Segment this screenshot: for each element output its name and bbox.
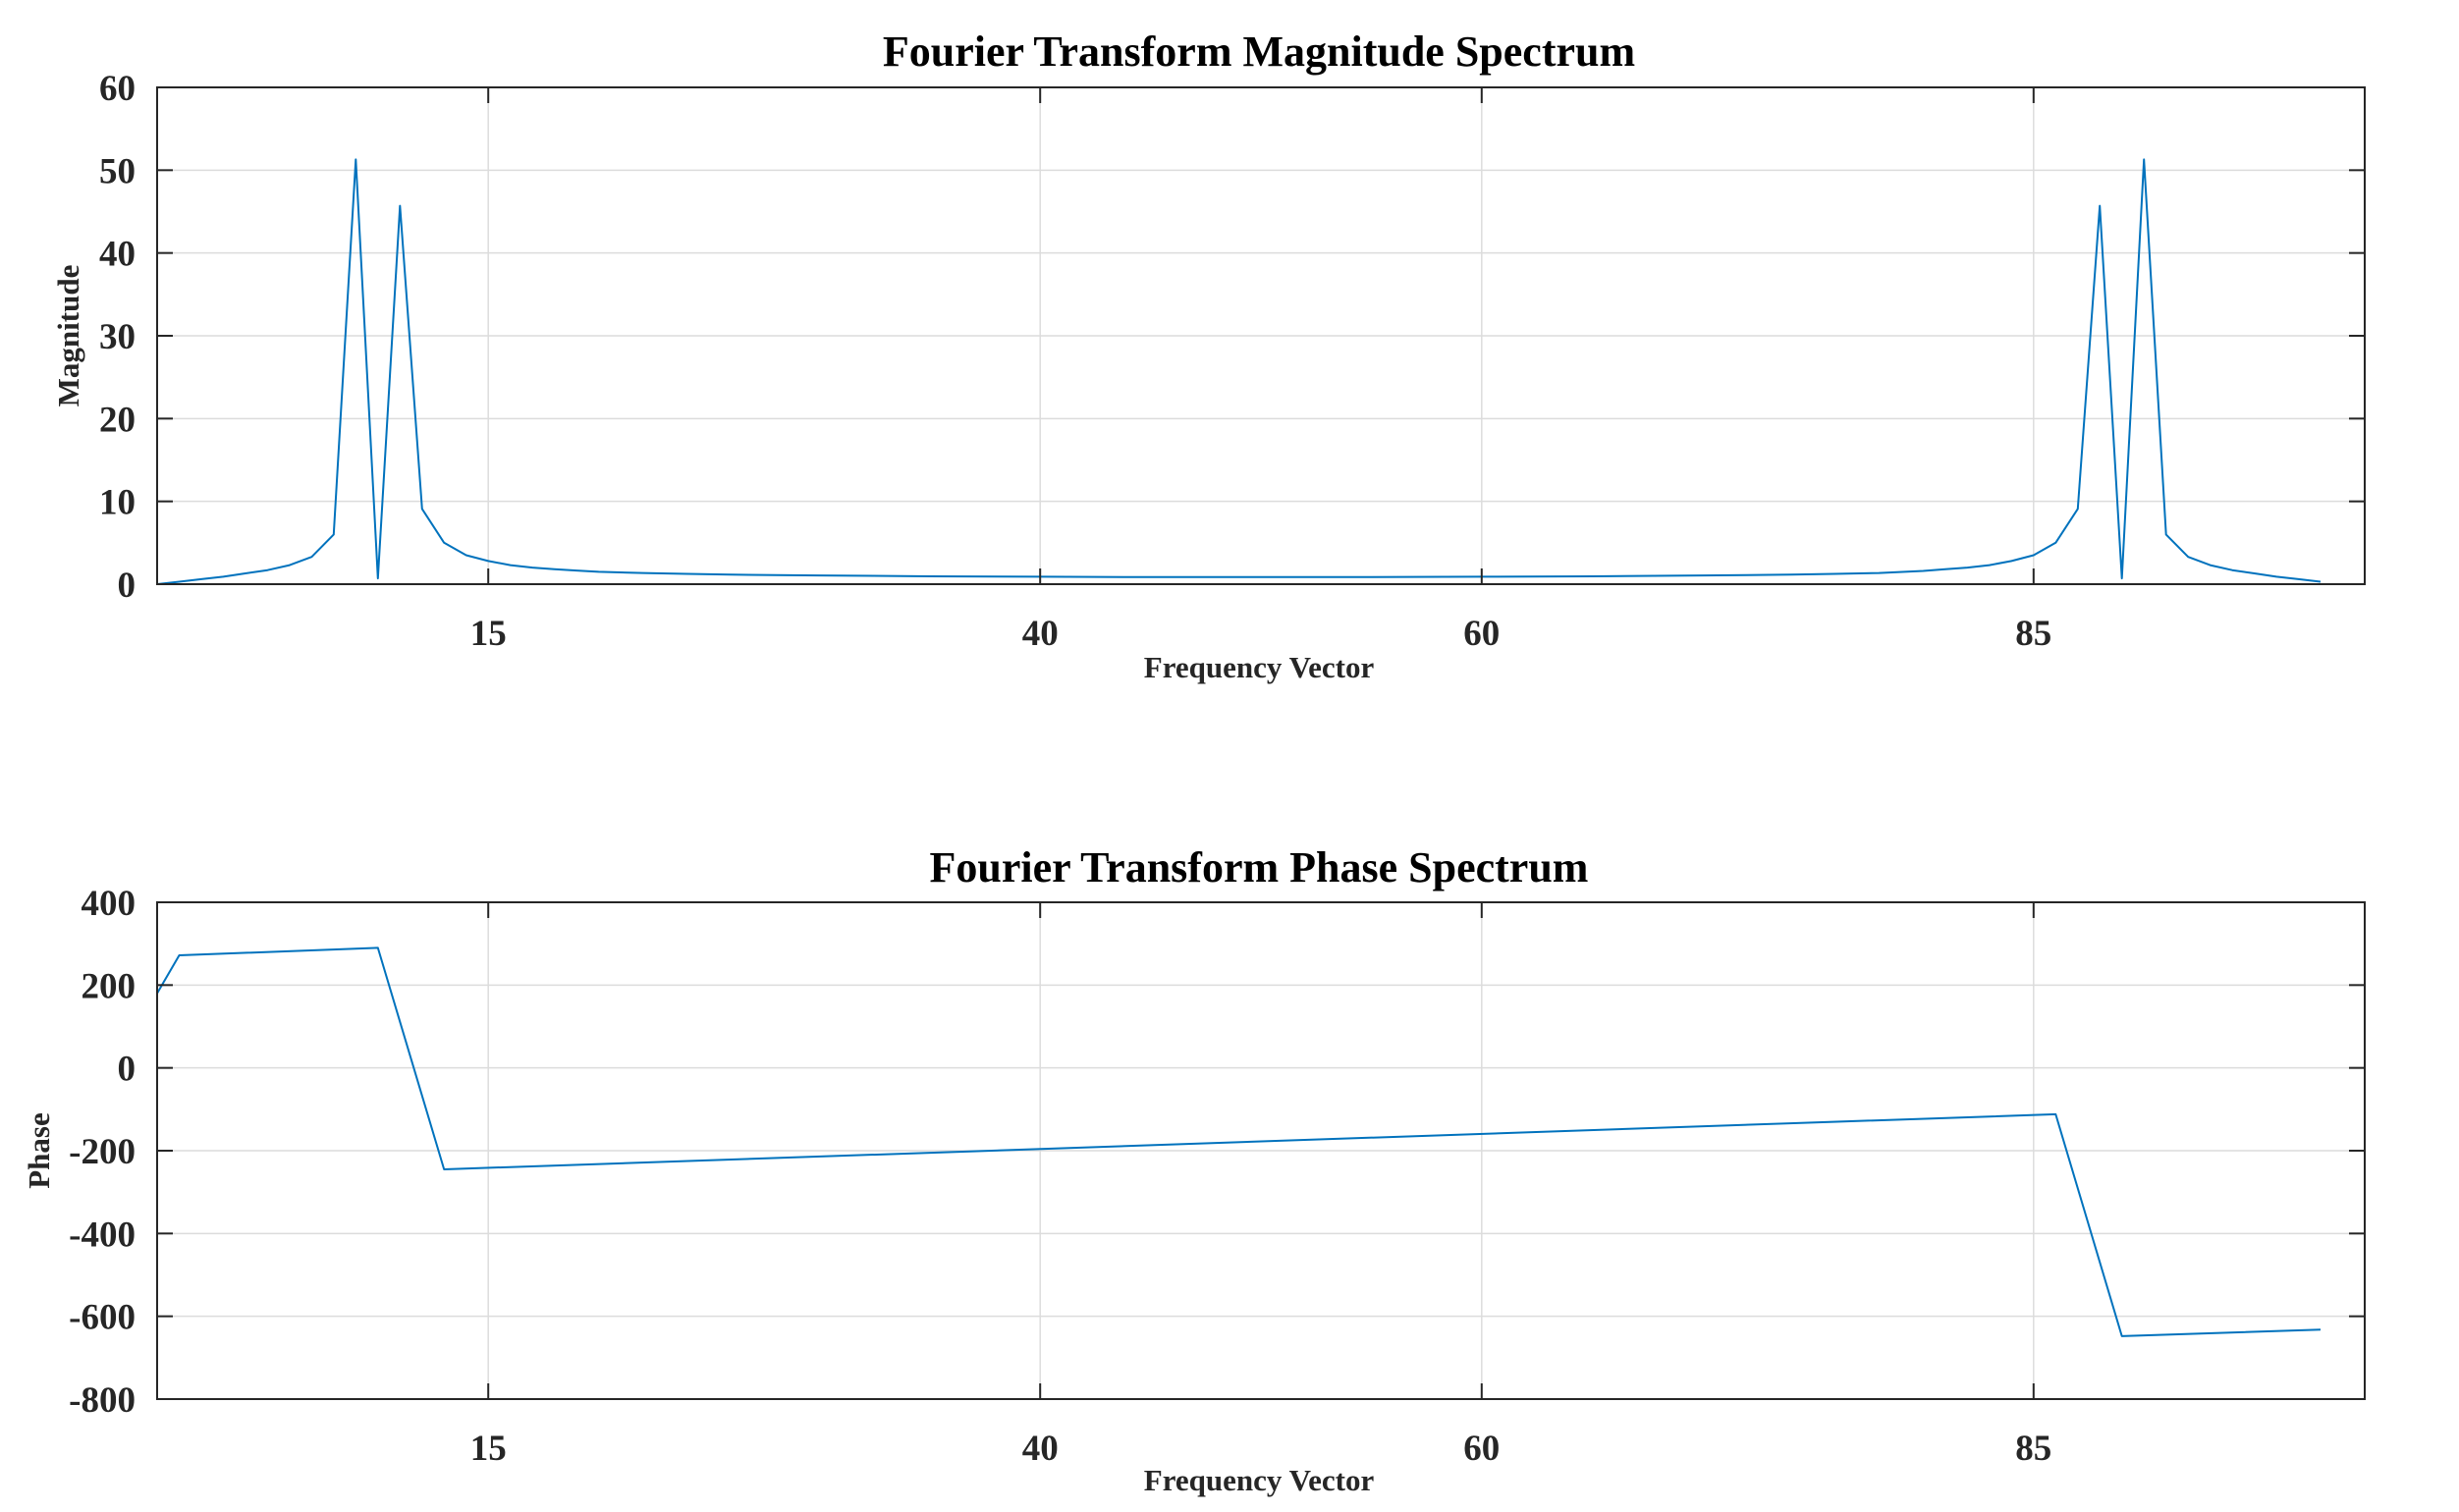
y-tick-label: 20 <box>99 400 136 440</box>
x-tick-label: 40 <box>1022 614 1059 654</box>
x-axis-label: Frequency Vector <box>1144 650 1375 684</box>
x-tick-label: 15 <box>470 614 507 654</box>
x-tick-label: 85 <box>2015 614 2051 654</box>
y-tick-label: -200 <box>69 1132 136 1172</box>
chart-title: Fourier Transform Phase Spectrum <box>930 843 1589 891</box>
y-tick-label: -800 <box>69 1380 136 1421</box>
series-line <box>156 158 2322 585</box>
y-tick-label: 10 <box>99 483 136 523</box>
y-tick-label: 200 <box>82 966 137 1006</box>
x-tick-label: 40 <box>1022 1429 1059 1469</box>
x-tick-label: 60 <box>1463 614 1500 654</box>
y-tick-label: 400 <box>82 884 137 924</box>
y-axis-label: Phase <box>22 1112 56 1189</box>
x-axis-label: Frequency Vector <box>1144 1463 1375 1497</box>
y-tick-label: 60 <box>99 69 136 109</box>
y-tick-label: -600 <box>69 1298 136 1338</box>
magnitude-chart: Fourier Transform Magnitude Spectrum 15 4… <box>51 27 2366 684</box>
x-tick-label: 15 <box>470 1429 507 1469</box>
x-tick-label: 60 <box>1463 1429 1500 1469</box>
chart-title: Fourier Transform Magnitude Spectrum <box>883 27 1635 76</box>
y-axis-label: Magnitude <box>51 265 85 407</box>
y-tick-label: 0 <box>118 566 137 606</box>
y-tick-label: -400 <box>69 1215 136 1255</box>
phase-chart: Fourier Transform Phase Spectrum 15 40 60 8… <box>22 843 2366 1497</box>
y-tick-label: 30 <box>99 317 136 357</box>
y-tick-label: 50 <box>99 151 136 191</box>
x-tick-label: 85 <box>2015 1429 2051 1469</box>
series-line <box>156 946 2322 1337</box>
y-tick-label: 40 <box>99 235 136 275</box>
y-tick-label: 0 <box>118 1050 137 1090</box>
